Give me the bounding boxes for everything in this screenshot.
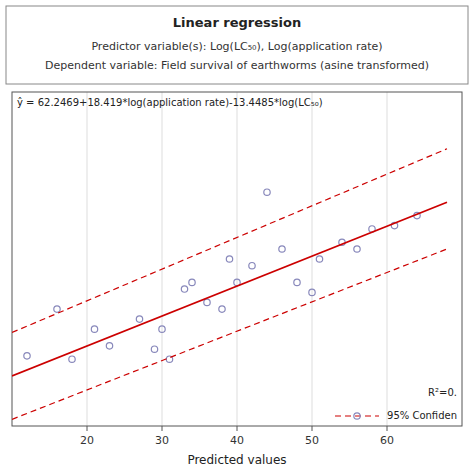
legend-item: 95% Confiden <box>335 410 457 421</box>
point <box>106 343 112 349</box>
point <box>24 353 30 359</box>
point <box>264 189 270 195</box>
point <box>309 289 315 295</box>
x-tick <box>387 426 388 431</box>
point <box>91 326 97 332</box>
point <box>181 286 187 292</box>
ci-line <box>12 249 447 419</box>
x-tick-label: 30 <box>155 434 169 447</box>
legend-marker <box>354 413 360 419</box>
legend-label: 95% Confiden <box>387 410 457 421</box>
point <box>204 299 210 305</box>
grid-line <box>312 92 313 426</box>
point <box>159 326 165 332</box>
point <box>69 356 75 362</box>
chart: Linear regression Predictor variable(s): … <box>0 0 474 474</box>
plot-frame <box>12 92 462 426</box>
x-tick-label: 50 <box>305 434 319 447</box>
point <box>54 306 60 312</box>
title-box <box>6 6 468 84</box>
point <box>294 279 300 285</box>
legend-swatch <box>335 415 379 416</box>
x-tick <box>312 426 313 431</box>
ci-line <box>12 149 447 333</box>
x-tick <box>237 426 238 431</box>
x-tick-label: 20 <box>80 434 94 447</box>
r2-text: R²=0. <box>428 387 457 398</box>
equation: ŷ = 62.2469+18.419*log(application rate)… <box>17 97 323 108</box>
grid <box>87 92 387 426</box>
point <box>249 262 255 268</box>
title: Linear regression <box>173 15 301 30</box>
point <box>219 306 225 312</box>
point <box>151 346 157 352</box>
point <box>226 256 232 262</box>
point <box>136 316 142 322</box>
grid-line <box>87 92 88 426</box>
x-tick <box>87 426 88 431</box>
subtitle: Predictor variable(s): Log(LC₅₀), Log(ap… <box>91 40 382 53</box>
point <box>189 279 195 285</box>
grid-line <box>387 92 388 426</box>
x-tick <box>162 426 163 431</box>
grid-line <box>162 92 163 426</box>
regression-line <box>12 202 447 376</box>
marks <box>12 149 447 420</box>
point <box>279 246 285 252</box>
subtitle: Dependent variable: Field survival of ea… <box>45 59 429 72</box>
grid-line <box>237 92 238 426</box>
point <box>316 256 322 262</box>
point <box>354 246 360 252</box>
x-axis-label: Predicted values <box>187 453 286 467</box>
x-tick-label: 60 <box>380 434 394 447</box>
x-tick-label: 40 <box>230 434 244 447</box>
